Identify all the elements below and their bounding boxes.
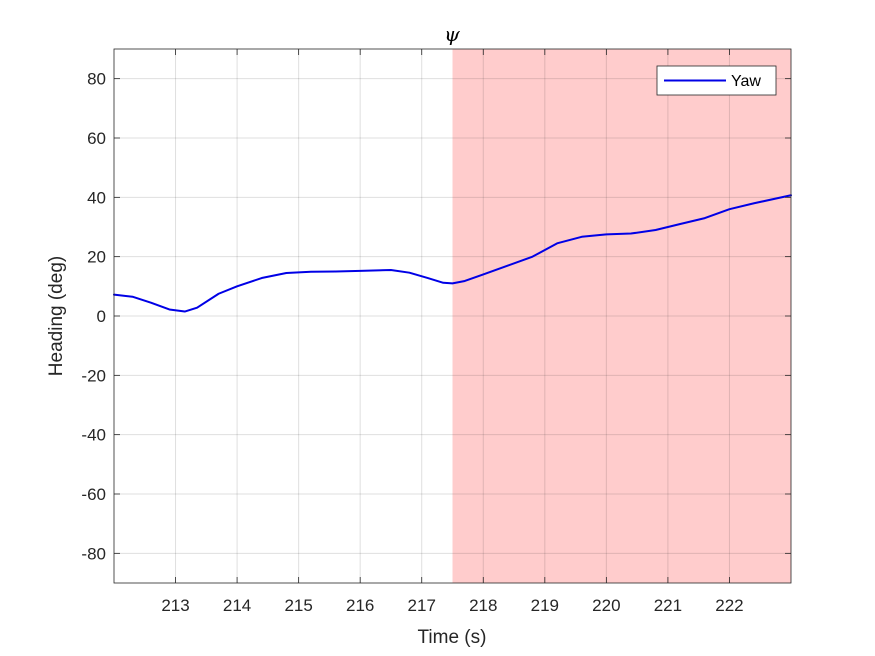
grid-layer — [114, 49, 791, 583]
x-tick-label: 220 — [592, 596, 620, 615]
y-tick-label: 40 — [87, 188, 106, 207]
series-line-yaw — [113, 194, 792, 313]
x-tick-label: 216 — [346, 596, 374, 615]
series-layer — [113, 194, 792, 313]
chart-title: ψ — [444, 22, 460, 46]
x-tick-label: 218 — [469, 596, 497, 615]
ticks-layer — [114, 49, 791, 583]
highlight-region — [452, 49, 791, 583]
x-tick-label: 219 — [531, 596, 559, 615]
highlight-layer — [452, 49, 791, 583]
y-tick-label: -80 — [81, 544, 106, 563]
legend: Yaw — [656, 65, 777, 96]
x-tick-label: 214 — [223, 596, 251, 615]
y-tick-label: -20 — [81, 366, 106, 385]
x-tick-label: 222 — [715, 596, 743, 615]
y-axis-label: Heading (deg) — [46, 256, 67, 376]
x-tick-label: 221 — [654, 596, 682, 615]
y-tick-label: 20 — [87, 248, 106, 267]
legend-label-yaw: Yaw — [731, 73, 761, 90]
tick-labels-layer: 213 214 215 216 217 218 219 220 221 222 -80 -60 -40 -… — [81, 70, 743, 615]
y-tick-label: 80 — [87, 70, 106, 89]
y-tick-label: 60 — [87, 129, 106, 148]
x-tick-label: 215 — [284, 596, 312, 615]
y-tick-label: -40 — [81, 426, 106, 445]
x-axis-label: Time (s) — [418, 627, 487, 648]
x-tick-label: 217 — [408, 596, 436, 615]
x-tick-label: 213 — [161, 596, 189, 615]
y-tick-label: 0 — [97, 307, 106, 326]
y-tick-label: -60 — [81, 485, 106, 504]
